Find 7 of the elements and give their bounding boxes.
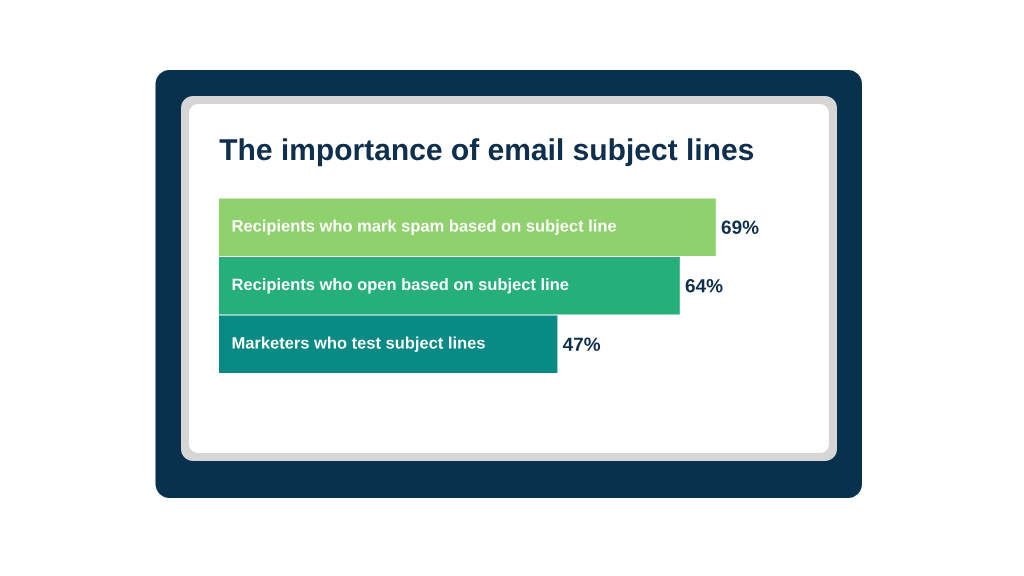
y-tick-label: Marketers who test subject lines bbox=[232, 336, 485, 352]
data-label: 47% bbox=[562, 337, 601, 351]
data-label: 64% bbox=[685, 279, 723, 293]
data-label: 69% bbox=[721, 220, 759, 234]
chart-title: The importance of email subject lines bbox=[219, 138, 754, 167]
y-tick-label: Recipients who mark spam based on subject line bbox=[232, 219, 617, 235]
y-tick-label: Recipients who open based on subject line bbox=[232, 278, 569, 294]
